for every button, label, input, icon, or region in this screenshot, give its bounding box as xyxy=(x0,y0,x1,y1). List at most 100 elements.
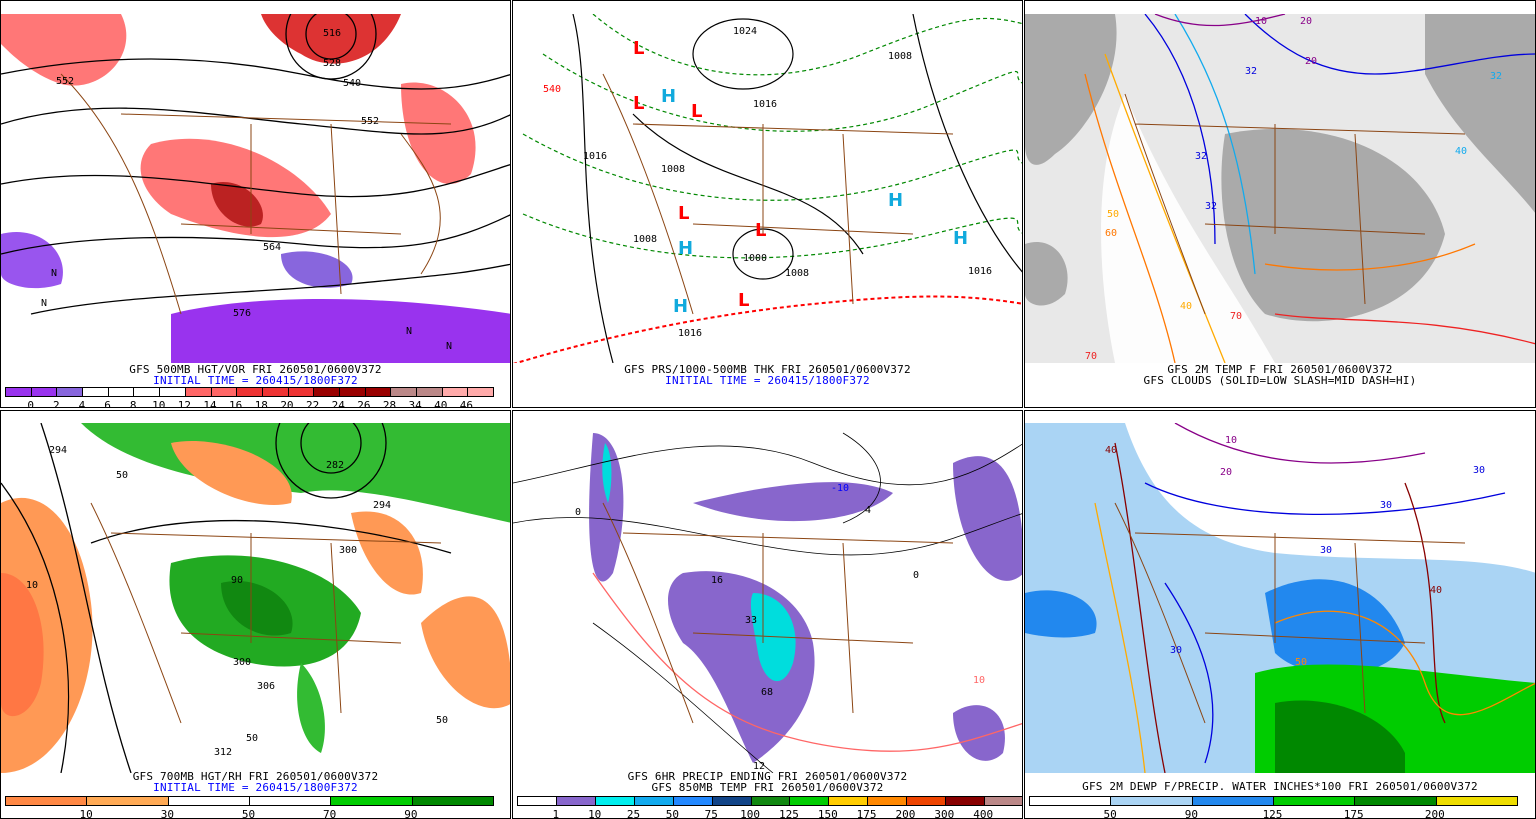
contour-label: 312 xyxy=(214,747,232,758)
colorbar-swatch xyxy=(634,797,674,805)
contour-labels: 552 516 528 540 552 564 576 N N N N xyxy=(41,28,452,352)
colorbar-label: 10 xyxy=(588,808,602,819)
isobar-label: 1016 xyxy=(968,266,992,277)
colorbar-swatch xyxy=(339,388,366,396)
isobar-label: 1024 xyxy=(733,26,757,37)
temp-label: 20 xyxy=(1305,56,1317,67)
temp-label: -10 xyxy=(831,483,849,494)
temp-label: 40 xyxy=(1180,301,1192,312)
dewpoint-label: 40 xyxy=(1430,585,1442,596)
colorbar-swatch xyxy=(160,388,186,396)
temperature-labels: 10 20 20 32 32 32 40 50 60 70 70 40 32 xyxy=(1085,16,1502,362)
colorbar-swatch xyxy=(288,388,315,396)
colorbar-label: 200 xyxy=(895,808,916,819)
cloud-cover-low xyxy=(1025,14,1535,322)
political-boundaries xyxy=(60,73,452,315)
colorbar xyxy=(5,796,494,806)
contour-label: 576 xyxy=(233,308,251,319)
colorbar-label: 400 xyxy=(973,808,994,819)
colorbar-swatch xyxy=(790,797,830,805)
map-pressure: 1024 1008 1016 1008 1008 1016 1000 1008 … xyxy=(513,14,1022,363)
isobar-label: 1016 xyxy=(583,151,607,162)
low-pressure-center: L xyxy=(633,93,644,114)
dry-area xyxy=(1125,423,1535,573)
dewpoint-label: 40 xyxy=(1105,445,1117,456)
colorbar-swatch xyxy=(468,388,494,396)
colorbar-label: 0 xyxy=(27,399,34,408)
colorbar-swatch xyxy=(1030,797,1112,805)
low-pressure-center: L xyxy=(633,38,644,59)
colorbar-label: 100 xyxy=(740,808,760,819)
colorbar-label: 20 xyxy=(280,399,294,408)
temp-label: 10 xyxy=(1255,16,1267,27)
vort-min-label: N xyxy=(41,298,47,309)
contour-label: 552 xyxy=(56,76,74,87)
isobar-label: 1008 xyxy=(633,234,657,245)
isobar-label: 1016 xyxy=(753,99,777,110)
colorbar-swatch xyxy=(168,797,250,805)
colorbar-labels: 1 10 25 50 75 100 125 150 175 200 300 400 xyxy=(517,808,1022,819)
rh-label: 50 xyxy=(436,715,448,726)
rh-label: 10 xyxy=(26,580,38,591)
colorbar-swatch xyxy=(249,797,332,805)
contour-labels: 294 282 294 300 306 300 312 10 50 90 50 … xyxy=(26,445,448,758)
colorbar-swatch xyxy=(108,388,135,396)
pwat-125 xyxy=(1025,590,1097,638)
colorbar-swatch xyxy=(556,797,596,805)
political-boundaries xyxy=(1114,502,1466,724)
contour-label: 540 xyxy=(343,78,361,89)
colorbar-swatch xyxy=(57,388,84,396)
panel-subtitle: GFS 850MB TEMP FRI 260501/0600V372 xyxy=(651,781,884,794)
colorbar-label: 46 xyxy=(459,399,473,408)
rh-label: 50 xyxy=(246,733,258,744)
initial-time: INITIAL TIME = 260415/1800F372 xyxy=(665,374,870,387)
colorbar-swatch xyxy=(868,797,908,805)
colorbar-swatch xyxy=(391,388,417,396)
colorbar-swatch xyxy=(985,797,1022,805)
dewpoint-label: 30 xyxy=(1473,465,1485,476)
colorbar-swatch xyxy=(829,797,869,805)
colorbar-swatch xyxy=(442,388,469,396)
colorbar-label: 26 xyxy=(357,399,371,408)
political-boundaries xyxy=(90,502,442,724)
temp-label: 32 xyxy=(1490,71,1502,82)
contour-label: 294 xyxy=(373,500,391,511)
temp-label: 4 xyxy=(865,505,871,516)
colorbar-label: 125 xyxy=(778,808,799,819)
temp-label: 32 xyxy=(1205,201,1217,212)
colorbar-swatch xyxy=(6,797,88,805)
colorbar xyxy=(5,387,494,397)
contour-label: 528 xyxy=(323,58,341,69)
colorbar-label: 8 xyxy=(129,399,137,408)
colorbar-label: 75 xyxy=(704,808,718,819)
contour-label: 564 xyxy=(263,242,281,253)
thickness-label: 540 xyxy=(543,84,561,95)
panel-500mb-hgt-vor: 552 516 528 540 552 564 576 N N N N GFS … xyxy=(0,0,511,408)
temp-label: 32 xyxy=(1245,66,1257,77)
colorbar-swatch xyxy=(83,388,109,396)
colorbar-swatch xyxy=(412,797,493,805)
thickness-contours xyxy=(522,14,1022,259)
colorbar-label: 175 xyxy=(856,808,877,819)
temp-label: 70 xyxy=(1230,311,1242,322)
political-boundaries xyxy=(602,502,954,724)
temp-label: 20 xyxy=(1300,16,1312,27)
vort-min-label: N xyxy=(51,268,57,279)
isobar-label: 1016 xyxy=(678,328,702,339)
dewpoint-contours xyxy=(1094,423,1535,773)
isobar-labels: 1024 1008 1016 1008 1008 1016 1000 1008 … xyxy=(543,26,992,339)
colorbar-label: 300 xyxy=(934,808,955,819)
temp-label: 0 xyxy=(575,507,581,518)
map-labels: -10 0 16 33 68 12 0 10 4 xyxy=(575,483,985,772)
colorbar xyxy=(517,796,1022,806)
colorbar-label: 70 xyxy=(323,808,337,819)
contour-label: 300 xyxy=(233,657,251,668)
pressure-centers: L L L L L L H H H H H xyxy=(633,38,968,317)
isobar-label: 1008 xyxy=(888,51,912,62)
colorbar-swatch xyxy=(211,388,238,396)
dewpoint-label: 30 xyxy=(1320,545,1332,556)
panel-title: GFS 500MB HGT/VOR FRI 260501/0600V372 xyxy=(129,363,382,376)
colorbar-label: 200 xyxy=(1424,808,1445,819)
dewpoint-label: 10 xyxy=(1225,435,1237,446)
panel-title: GFS PRS/1000-500MB THK FRI 260501/0600V3… xyxy=(624,363,911,376)
